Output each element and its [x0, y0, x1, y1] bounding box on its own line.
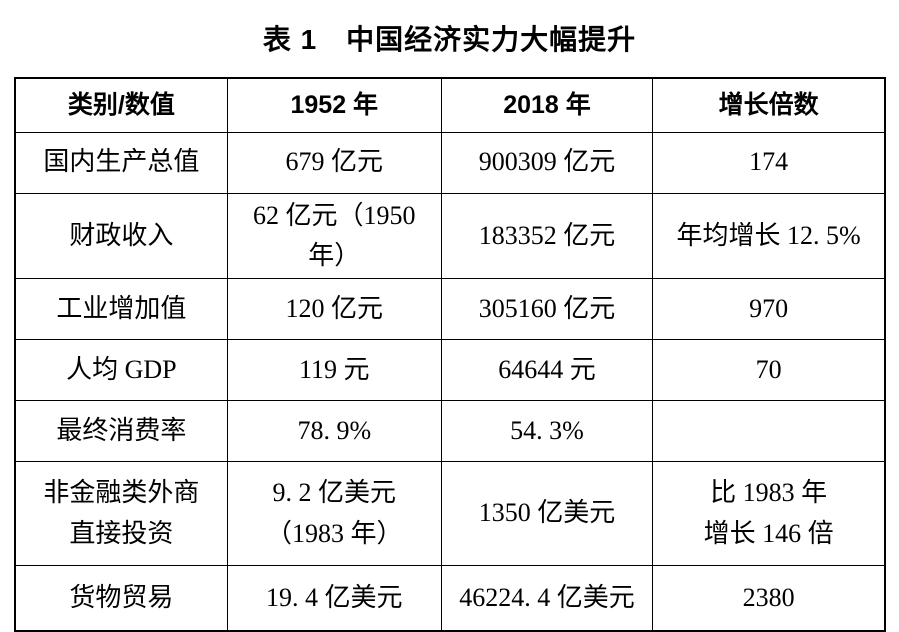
cell-growth: 70	[652, 339, 886, 402]
table-row: 货物贸易 19. 4 亿美元 46224. 4 亿美元 2380	[14, 565, 886, 632]
cell-growth: 年均增长 12. 5%	[652, 192, 886, 280]
cell-category: 工业增加值	[14, 278, 228, 341]
table-row: 财政收入 62 亿元（1950 年） 183352 亿元 年均增长 12. 5%	[14, 192, 886, 280]
cell-2018: 900309 亿元	[440, 131, 654, 194]
cell-category: 非金融类外商 直接投资	[14, 461, 228, 567]
cell-2018: 46224. 4 亿美元	[440, 565, 654, 632]
header-2018: 2018 年	[440, 77, 654, 133]
cell-category: 人均 GDP	[14, 339, 228, 402]
table-row: 工业增加值 120 亿元 305160 亿元 970	[14, 278, 886, 341]
cell-1952: 119 元	[226, 339, 442, 402]
cell-growth: 970	[652, 278, 886, 341]
cell-1952: 19. 4 亿美元	[226, 565, 442, 632]
header-row: 类别/数值 1952 年 2018 年 增长倍数	[14, 77, 886, 133]
cell-2018: 183352 亿元	[440, 192, 654, 280]
table-row: 最终消费率 78. 9% 54. 3%	[14, 400, 886, 463]
cell-1952: 9. 2 亿美元 （1983 年）	[226, 461, 442, 567]
cell-1952: 78. 9%	[226, 400, 442, 463]
cell-growth: 174	[652, 131, 886, 194]
cell-2018: 1350 亿美元	[440, 461, 654, 567]
header-1952: 1952 年	[226, 77, 442, 133]
cell-1952: 62 亿元（1950 年）	[226, 192, 442, 280]
economy-table: 类别/数值 1952 年 2018 年 增长倍数 国内生产总值 679 亿元 9…	[14, 77, 886, 632]
cell-growth: 2380	[652, 565, 886, 632]
header-growth: 增长倍数	[652, 77, 886, 133]
cell-2018: 64644 元	[440, 339, 654, 402]
cell-category: 财政收入	[14, 192, 228, 280]
cell-growth: 比 1983 年 增长 146 倍	[652, 461, 886, 567]
table-row: 人均 GDP 119 元 64644 元 70	[14, 339, 886, 402]
table-row: 非金融类外商 直接投资 9. 2 亿美元 （1983 年） 1350 亿美元 比…	[14, 461, 886, 567]
header-category: 类别/数值	[14, 77, 228, 133]
cell-category: 货物贸易	[14, 565, 228, 632]
cell-2018: 54. 3%	[440, 400, 654, 463]
cell-1952: 120 亿元	[226, 278, 442, 341]
table-row: 国内生产总值 679 亿元 900309 亿元 174	[14, 131, 886, 194]
cell-category: 最终消费率	[14, 400, 228, 463]
cell-1952: 679 亿元	[226, 131, 442, 194]
cell-category: 国内生产总值	[14, 131, 228, 194]
cell-growth	[652, 400, 886, 463]
page-title: 表 1 中国经济实力大幅提升	[262, 24, 637, 55]
cell-2018: 305160 亿元	[440, 278, 654, 341]
